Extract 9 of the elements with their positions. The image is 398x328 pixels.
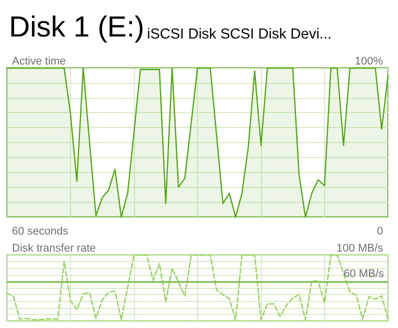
text: 100% xyxy=(354,56,384,68)
ref-line-label: 60 MB/s xyxy=(344,268,384,280)
text: 100 MB/s xyxy=(336,242,384,254)
text: 60 seconds xyxy=(12,226,69,238)
y-axis-title: Disk transfer rate xyxy=(12,242,96,254)
y-axis-title: Active time xyxy=(12,56,66,68)
chart-subtitle: iSCSI Disk SCSI Disk Devi... xyxy=(147,26,332,42)
text: 0 xyxy=(376,226,384,238)
chart-title: Disk 1 (E:) xyxy=(9,12,144,44)
